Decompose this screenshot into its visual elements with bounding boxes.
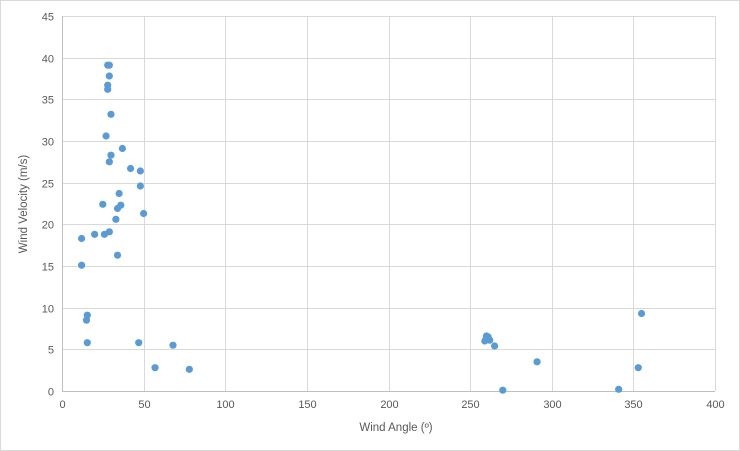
data-point xyxy=(637,309,646,318)
x-tick-label: 400 xyxy=(706,399,724,411)
x-tick-label: 200 xyxy=(380,399,398,411)
data-points xyxy=(77,61,646,394)
data-point xyxy=(126,164,135,173)
data-point xyxy=(615,385,623,393)
y-tick-label: 0 xyxy=(48,387,54,399)
data-point xyxy=(486,336,494,344)
data-point xyxy=(107,151,115,159)
data-point xyxy=(99,200,107,208)
x-axis-title: Wind Angle (º) xyxy=(359,422,432,434)
y-tick-label: 10 xyxy=(42,304,54,316)
data-point xyxy=(107,110,115,118)
data-point xyxy=(634,364,642,372)
data-point xyxy=(83,339,91,347)
y-tick-label: 20 xyxy=(42,220,54,232)
y-tick-label: 35 xyxy=(42,95,54,107)
y-axis-title: Wind Velocity (m/s) xyxy=(18,155,30,254)
y-tick-label: 15 xyxy=(42,262,54,274)
x-tick-label: 150 xyxy=(298,399,316,411)
x-tick-label: 300 xyxy=(543,399,561,411)
data-point xyxy=(135,339,143,347)
data-point xyxy=(533,358,541,366)
y-tick-label: 30 xyxy=(42,137,54,149)
data-point xyxy=(77,234,86,243)
y-tick-label: 25 xyxy=(42,179,54,191)
data-point xyxy=(113,251,122,259)
y-tick-label: 45 xyxy=(42,12,54,24)
x-tick-label: 350 xyxy=(624,399,642,411)
gridlines xyxy=(62,16,716,391)
axes xyxy=(62,16,715,392)
data-point xyxy=(169,341,177,349)
data-point xyxy=(185,365,193,373)
data-point xyxy=(112,215,120,223)
data-point xyxy=(499,386,507,394)
data-point xyxy=(83,311,91,319)
data-point xyxy=(91,230,99,238)
data-point xyxy=(105,72,113,80)
x-tick-label: 50 xyxy=(138,399,150,411)
data-point xyxy=(105,61,113,69)
data-point xyxy=(117,201,125,209)
data-point xyxy=(140,209,148,218)
data-point xyxy=(105,228,113,236)
tick-labels: 0 5 10 15 20 25 30 35 40 45 0 50 100 150 200 250 300 350 4… xyxy=(42,12,725,412)
data-point xyxy=(491,342,499,350)
x-tick-label: 100 xyxy=(216,399,234,411)
data-point xyxy=(118,144,127,153)
y-tick-label: 40 xyxy=(42,54,54,66)
data-point xyxy=(102,132,110,140)
data-point xyxy=(151,364,159,372)
y-tick-label: 5 xyxy=(48,345,54,357)
data-point xyxy=(104,81,112,89)
data-point xyxy=(115,189,123,198)
data-point xyxy=(136,182,144,190)
x-tick-label: 250 xyxy=(461,399,479,411)
data-point xyxy=(77,261,86,269)
data-point xyxy=(105,158,113,166)
x-tick-label: 0 xyxy=(59,399,65,411)
data-point xyxy=(136,167,144,175)
